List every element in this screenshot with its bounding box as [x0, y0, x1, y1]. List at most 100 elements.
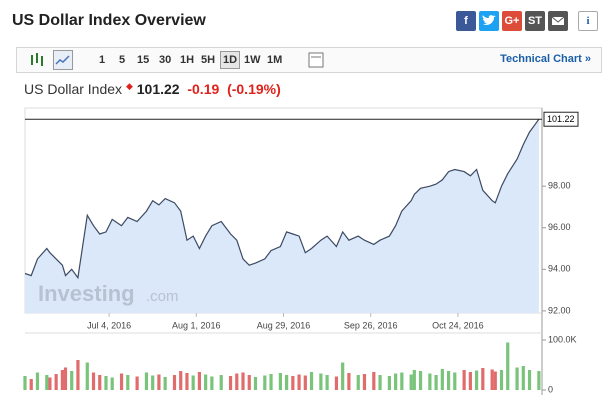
technical-chart-link[interactable]: Technical Chart » [500, 53, 591, 65]
volume-bar [325, 375, 329, 390]
volume-bar [490, 369, 494, 390]
page-title: US Dollar Index Overview [12, 12, 206, 29]
line-icon-glyph [55, 55, 70, 65]
volume-bar [151, 375, 155, 390]
interval-button[interactable]: 15 [137, 54, 150, 66]
interval-button[interactable]: 1W [244, 54, 261, 66]
volume-bar [446, 371, 451, 390]
settings-icon[interactable] [307, 51, 325, 69]
volume-bar [29, 379, 33, 390]
volume-bar [515, 367, 519, 390]
candle-icon[interactable] [29, 51, 45, 69]
volume-bar [440, 369, 444, 390]
volume-bar [453, 372, 457, 390]
price-line [24, 118, 540, 280]
volume-bar [144, 372, 149, 390]
watermark: .com [146, 288, 179, 305]
volume-bar [356, 375, 360, 390]
y-tick-label: 94.00 [548, 264, 571, 274]
volume-bar [341, 362, 345, 390]
volume-bar [35, 372, 40, 390]
share-twitter[interactable] [479, 11, 499, 31]
volume-bar [135, 376, 139, 390]
x-tick-label: Sep 26, 2016 [344, 320, 398, 330]
interval-button[interactable]: 5 [119, 54, 126, 66]
volume-bar [63, 367, 68, 390]
volume-tick-label: 0 [548, 384, 553, 394]
share-mail[interactable] [548, 11, 568, 31]
interval-button[interactable]: 1M [267, 54, 283, 66]
volume-bar [76, 360, 80, 390]
interval-button[interactable]: 1D [220, 51, 241, 69]
volume-bar [54, 374, 58, 390]
volume-bar [474, 370, 479, 390]
volume-tick-label: 100.0K [548, 334, 577, 344]
volume-bar [210, 376, 214, 390]
x-tick-label: Aug 1, 2016 [172, 320, 221, 330]
interval-button[interactable]: 1 [99, 54, 106, 66]
volume-bar [197, 372, 202, 390]
volume-bar [499, 370, 504, 390]
volume-bar [85, 362, 89, 390]
volume-bar [400, 372, 404, 390]
volume-bar [521, 366, 525, 390]
quote-name: US Dollar Index [24, 81, 123, 97]
volume-bar [269, 374, 273, 390]
last-value-label: 101.22 [547, 114, 575, 124]
volume-bar [185, 373, 189, 390]
quote-change: -0.19 [187, 81, 220, 97]
toolbar: 1 5 15 30 1H 5H 1D 1W 1M Technical Chart… [16, 47, 602, 73]
volume-bar [297, 374, 301, 390]
volume-bar [98, 375, 102, 390]
share-stocktwits[interactable]: ST [525, 11, 545, 31]
volume-bar [319, 373, 323, 390]
volume-bar [241, 372, 245, 390]
volume-bar [60, 370, 64, 390]
quote-marker: ◆ [125, 81, 133, 91]
volume-bar [179, 371, 183, 390]
share-google[interactable]: G+ [502, 11, 522, 31]
volume-bar [468, 372, 472, 390]
interval-button[interactable]: 1H [180, 54, 195, 66]
volume-bar [434, 375, 438, 390]
volume-bar [493, 371, 497, 390]
mail-icon [551, 16, 565, 25]
quote-price: 101.22 [136, 81, 180, 97]
volume-bar [204, 374, 208, 390]
volume-bar [285, 375, 289, 390]
last-value-box [543, 111, 579, 127]
area [25, 119, 539, 313]
volume-bar [309, 372, 314, 390]
volume-bar [506, 342, 510, 390]
volume-bar [394, 373, 398, 390]
volume-bar [263, 375, 267, 390]
x-tick-label: Oct 24, 2016 [432, 320, 484, 330]
volume-bar [412, 370, 416, 390]
volume-bar [172, 375, 177, 390]
interval-button[interactable]: 5H [201, 54, 216, 66]
y-tick-label: 98.00 [548, 181, 571, 191]
twitter-icon [482, 15, 496, 25]
volume-bar [219, 375, 223, 390]
volume-bar [191, 375, 195, 390]
volume-bar [372, 372, 376, 390]
volume-bar [418, 371, 423, 390]
volume-bar [253, 377, 258, 390]
volume-bar [462, 370, 466, 390]
share-facebook[interactable]: f [456, 11, 476, 31]
volume-bar [481, 368, 485, 390]
volume-bar [409, 374, 413, 390]
info-button[interactable]: i [578, 11, 598, 31]
quote-change-pct: (-0.19%) [227, 81, 281, 97]
volume-bar [104, 376, 108, 390]
interval-button[interactable]: 30 [159, 54, 172, 66]
volume-bar [228, 376, 233, 390]
volume-bar [362, 374, 367, 390]
volume-bar [48, 377, 52, 390]
y-tick-label: 96.00 [548, 222, 571, 232]
y-tick-label: 92.00 [548, 305, 571, 315]
x-tick-label: Jul 4, 2016 [87, 320, 131, 330]
quote: US Dollar Index ◆ 101.22 -0.19 (-0.19%) [24, 81, 281, 97]
line-icon[interactable] [53, 50, 73, 70]
